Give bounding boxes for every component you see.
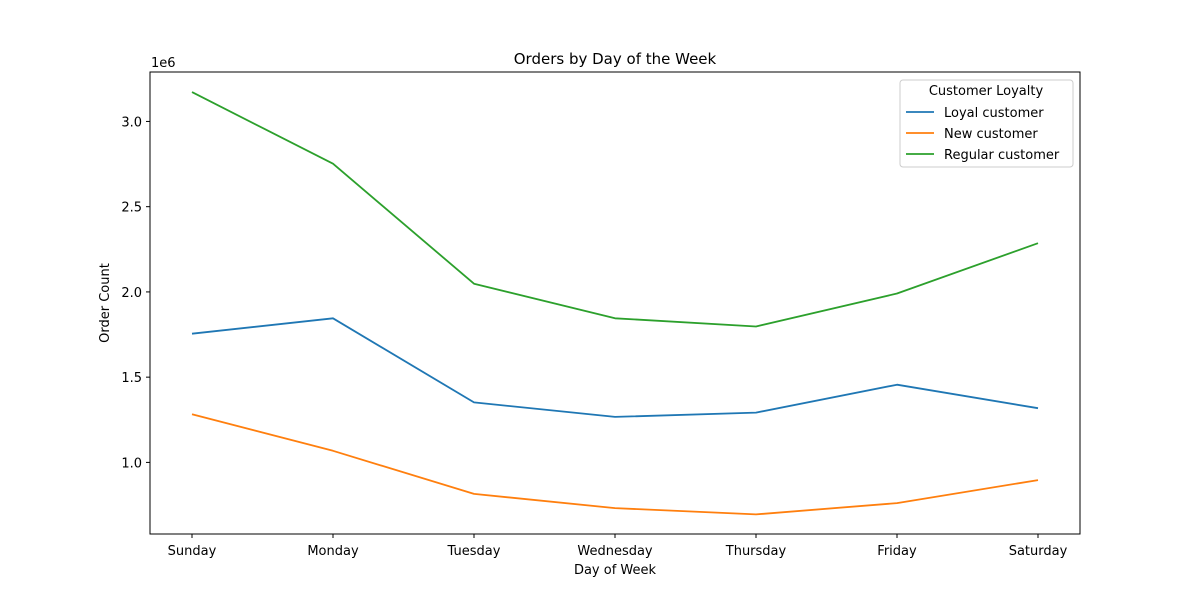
legend-label-new-customer: New customer xyxy=(944,127,1038,142)
series-line-new-customer xyxy=(191,413,1039,516)
legend-box xyxy=(899,79,1074,168)
legend: Customer Loyalty Loyal customer New custo… xyxy=(899,79,1074,168)
y-tick-label: 1.5 xyxy=(121,371,142,386)
y-axis-ticks: 1.0 1.5 2.0 2.5 3.0 xyxy=(121,115,150,471)
legend-entries: Loyal customer New customer Regular custom… xyxy=(906,106,1060,163)
x-tick-label: Saturday xyxy=(1009,544,1068,559)
series-lines xyxy=(191,91,1039,516)
x-tick-label: Tuesday xyxy=(447,544,501,559)
x-axis-label: Day of Week xyxy=(574,563,657,578)
x-tick-label: Sunday xyxy=(168,544,217,559)
legend-title: Customer Loyalty xyxy=(929,84,1044,99)
x-tick-label: Friday xyxy=(877,544,917,559)
y-tick-label: 2.5 xyxy=(121,201,142,216)
x-tick-label: Monday xyxy=(307,544,359,559)
y-tick-label: 2.0 xyxy=(121,286,142,301)
legend-label-regular-customer: Regular customer xyxy=(944,148,1060,163)
series-line-regular-customer xyxy=(191,91,1039,328)
x-tick-label: Wednesday xyxy=(577,544,653,559)
chart-title: Orders by Day of the Week xyxy=(514,50,717,68)
y-tick-label: 3.0 xyxy=(121,115,142,130)
y-axis-offset-label: 1e6 xyxy=(151,56,176,71)
series-line-loyal-customer xyxy=(191,317,1039,418)
y-axis-label: Order Count xyxy=(98,263,113,343)
x-axis-ticks: Sunday Monday Tuesday Wednesday Thursday Frid… xyxy=(168,534,1068,559)
x-tick-label: Thursday xyxy=(725,544,787,559)
y-tick-label: 1.0 xyxy=(121,456,142,471)
legend-label-loyal-customer: Loyal customer xyxy=(944,106,1044,121)
